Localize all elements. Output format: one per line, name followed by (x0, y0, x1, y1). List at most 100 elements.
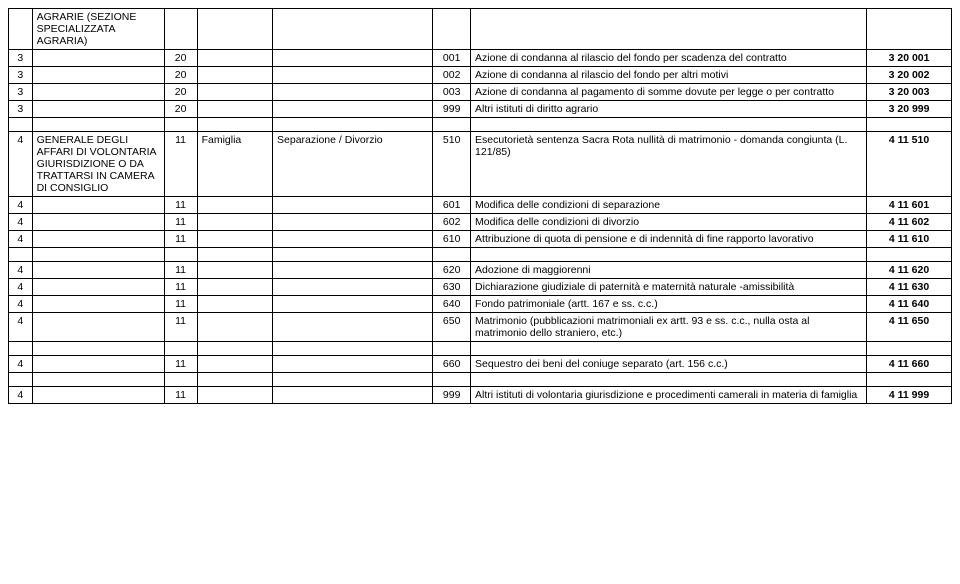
cell-section-name (32, 50, 164, 67)
spacer-cell (433, 118, 471, 132)
table-row: 411602Modifica delle condizioni di divor… (9, 214, 952, 231)
cell-section-name (32, 67, 164, 84)
spacer-cell (273, 118, 433, 132)
table-row: 411630Dichiarazione giudiziale di patern… (9, 279, 952, 296)
spacer-cell (32, 342, 164, 356)
spacer-cell (471, 248, 867, 262)
cell-category (197, 356, 272, 373)
cell-group-num: 4 (9, 214, 33, 231)
cell-subcategory (273, 50, 433, 67)
cell-code: 620 (433, 262, 471, 279)
cell-description (471, 9, 867, 50)
cell-description: Altri istituti di volontaria giurisdizio… (471, 387, 867, 404)
cell-group-num: 4 (9, 387, 33, 404)
spacer-cell (273, 373, 433, 387)
cell-category (197, 214, 272, 231)
spacer-cell (471, 373, 867, 387)
cell-description: Matrimonio (pubblicazioni matrimoniali e… (471, 313, 867, 342)
cell-category (197, 279, 272, 296)
cell-full-code: 4 11 630 (867, 279, 952, 296)
cell-code: 650 (433, 313, 471, 342)
table-row: 411660Sequestro dei beni del coniuge sep… (9, 356, 952, 373)
cell-group-num: 4 (9, 356, 33, 373)
cell-category (197, 50, 272, 67)
cell-subgroup-num: 11 (164, 262, 197, 279)
cell-description: Attribuzione di quota di pensione e di i… (471, 231, 867, 248)
cell-full-code: 4 11 510 (867, 132, 952, 197)
cell-category (197, 9, 272, 50)
table-row: 320002Azione di condanna al rilascio del… (9, 67, 952, 84)
cell-full-code: 4 11 650 (867, 313, 952, 342)
cell-code: 001 (433, 50, 471, 67)
cell-group-num: 3 (9, 67, 33, 84)
cell-subgroup-num: 20 (164, 67, 197, 84)
cell-section-name (32, 101, 164, 118)
cell-section-name (32, 214, 164, 231)
header-row: AGRARIE (SEZIONE SPECIALIZZATA AGRARIA) (9, 9, 952, 50)
cell-subcategory (273, 67, 433, 84)
cell-section-name (32, 356, 164, 373)
cell-section-name (32, 262, 164, 279)
spacer-cell (471, 342, 867, 356)
cell-group-num: 3 (9, 50, 33, 67)
cell-subcategory (273, 279, 433, 296)
cell-full-code: 4 11 602 (867, 214, 952, 231)
spacer-cell (197, 248, 272, 262)
spacer-row (9, 373, 952, 387)
table-row: 411620Adozione di maggiorenni4 11 620 (9, 262, 952, 279)
cell-group-num: 4 (9, 132, 33, 197)
cell-category (197, 84, 272, 101)
cell-subcategory (273, 262, 433, 279)
cell-full-code (867, 9, 952, 50)
cell-full-code: 4 11 620 (867, 262, 952, 279)
cell-group-num: 4 (9, 262, 33, 279)
cell-full-code: 3 20 001 (867, 50, 952, 67)
spacer-row (9, 248, 952, 262)
cell-subcategory (273, 296, 433, 313)
spacer-cell (9, 248, 33, 262)
spacer-cell (9, 118, 33, 132)
cell-code: 999 (433, 387, 471, 404)
spacer-cell (32, 248, 164, 262)
spacer-cell (273, 342, 433, 356)
cell-code (433, 9, 471, 50)
cell-category (197, 262, 272, 279)
spacer-cell (164, 373, 197, 387)
cell-category (197, 296, 272, 313)
cell-subcategory (273, 101, 433, 118)
cell-section-name (32, 231, 164, 248)
spacer-cell (197, 342, 272, 356)
cell-group-num: 3 (9, 101, 33, 118)
cell-full-code: 3 20 002 (867, 67, 952, 84)
cell-section-name (32, 387, 164, 404)
cell-subcategory (273, 197, 433, 214)
cell-full-code: 4 11 660 (867, 356, 952, 373)
spacer-cell (9, 373, 33, 387)
spacer-cell (32, 373, 164, 387)
legal-codes-table: AGRARIE (SEZIONE SPECIALIZZATA AGRARIA)3… (8, 8, 952, 404)
cell-group-num: 4 (9, 296, 33, 313)
spacer-cell (867, 373, 952, 387)
cell-description: Azione di condanna al pagamento di somme… (471, 84, 867, 101)
cell-description: Altri istituti di diritto agrario (471, 101, 867, 118)
spacer-cell (433, 342, 471, 356)
cell-group-num: 4 (9, 313, 33, 342)
cell-full-code: 4 11 999 (867, 387, 952, 404)
spacer-cell (164, 118, 197, 132)
table-row: 411601Modifica delle condizioni di separ… (9, 197, 952, 214)
cell-description: Sequestro dei beni del coniuge separato … (471, 356, 867, 373)
cell-description: Modifica delle condizioni di divorzio (471, 214, 867, 231)
cell-description: Dichiarazione giudiziale di paternità e … (471, 279, 867, 296)
cell-section-name (32, 296, 164, 313)
cell-full-code: 4 11 601 (867, 197, 952, 214)
table-row: 320001Azione di condanna al rilascio del… (9, 50, 952, 67)
cell-section-name (32, 84, 164, 101)
cell-group-num: 3 (9, 84, 33, 101)
cell-full-code: 4 11 640 (867, 296, 952, 313)
cell-code: 630 (433, 279, 471, 296)
cell-code: 002 (433, 67, 471, 84)
spacer-cell (433, 373, 471, 387)
cell-section-name: AGRARIE (SEZIONE SPECIALIZZATA AGRARIA) (32, 9, 164, 50)
cell-subgroup-num: 20 (164, 84, 197, 101)
cell-section-name: GENERALE DEGLI AFFARI DI VOLONTARIA GIUR… (32, 132, 164, 197)
